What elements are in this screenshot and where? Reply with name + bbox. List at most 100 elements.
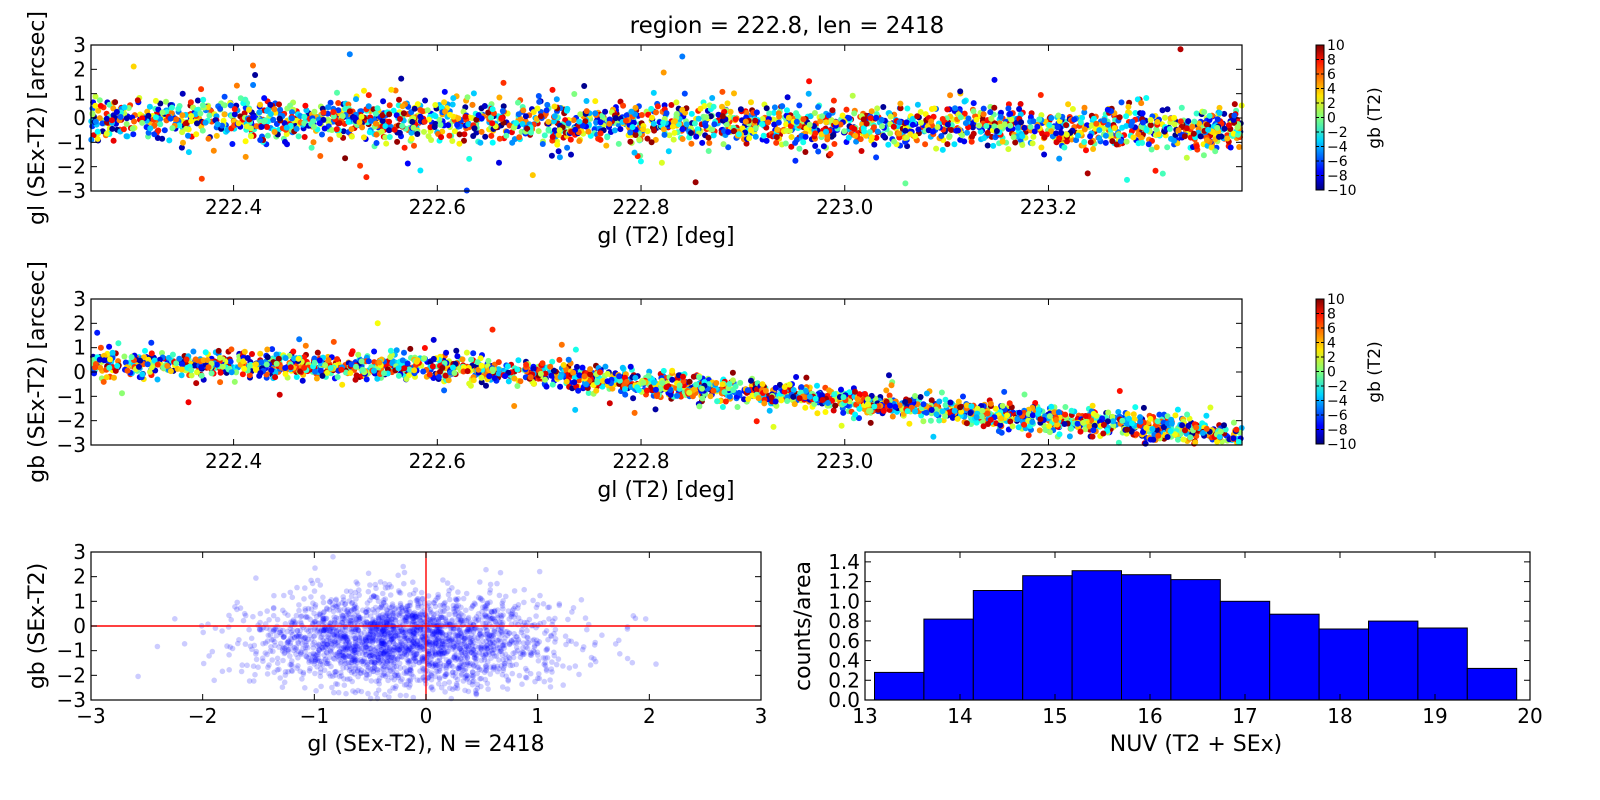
scatter-point (489, 120, 496, 127)
scatter-point (447, 111, 453, 118)
scatter-point (629, 124, 636, 131)
scatter-point (771, 109, 777, 116)
scatter-point (752, 133, 759, 140)
scatter-point (396, 129, 403, 136)
scatter-point (478, 362, 485, 369)
scatter-point (564, 105, 571, 112)
scatter-point (743, 110, 750, 116)
top-x-tick-label: 222.4 (205, 195, 262, 219)
scatter-point (482, 133, 489, 140)
scatter-point (169, 125, 176, 132)
scatter-point (549, 133, 556, 140)
scatter-point (237, 95, 244, 102)
scatter-point (371, 348, 378, 355)
scatter-point (632, 104, 639, 111)
scatter-point (270, 116, 277, 123)
scatter-point (887, 130, 894, 137)
scatter-point (1066, 433, 1073, 440)
scatter-point (831, 141, 838, 147)
scatter-point (1093, 120, 1100, 127)
scatter-point (1190, 130, 1197, 137)
scatter-point (1172, 412, 1179, 419)
scatter-point (790, 393, 797, 400)
scatter-point (818, 131, 825, 138)
scatter-point (1164, 144, 1171, 151)
scatter-point (519, 121, 526, 127)
scatter-point (312, 368, 318, 375)
scatter-point (852, 388, 858, 395)
scatter-point (241, 348, 248, 355)
scatter-point (246, 362, 253, 369)
scatter-point (363, 376, 370, 383)
scatter-point (1180, 436, 1187, 443)
scatter-point (541, 132, 548, 139)
scatter-point (496, 135, 503, 142)
scatter-point (1159, 170, 1166, 177)
scatter-point (1193, 110, 1200, 117)
scatter-point (450, 95, 457, 102)
scatter-point (301, 113, 308, 120)
scatter-point (727, 108, 734, 115)
scatter-point (1084, 170, 1091, 177)
scatter-point (522, 113, 529, 120)
scatter-point (145, 112, 152, 119)
scatter-point (445, 122, 452, 129)
scatter-point (302, 102, 309, 109)
scatter-point (760, 132, 767, 139)
scatter-point (453, 347, 460, 354)
scatter-point (470, 90, 477, 97)
scatter-point (253, 361, 259, 368)
scatter-point (556, 127, 563, 134)
scatter-point (824, 400, 831, 406)
scatter-point (194, 369, 200, 376)
top-colorbar-label: gb (T2) (1365, 87, 1385, 148)
scatter-point (463, 349, 470, 356)
scatter-point (861, 128, 868, 135)
scatter-point (295, 133, 302, 140)
scatter-point (427, 124, 434, 131)
scatter-point (691, 120, 698, 127)
scatter-point (485, 357, 492, 364)
scatter-point (185, 149, 192, 156)
scatter-point (119, 390, 125, 397)
scatter-point (890, 123, 897, 130)
scatter-point (258, 359, 265, 366)
scatter-point (194, 120, 200, 127)
middle-y-axis-label: gb (SEx-T2) [arcsec] (25, 261, 50, 483)
scatter-point (744, 387, 751, 394)
scatter-point (411, 367, 418, 374)
scatter-point (227, 358, 234, 365)
scatter-point (114, 362, 121, 369)
scatter-point (1116, 388, 1123, 394)
scatter-point (398, 75, 405, 82)
scatter-point (665, 148, 672, 155)
scatter-point (514, 383, 521, 389)
scatter-point (1077, 119, 1084, 126)
scatter-point (709, 95, 716, 101)
scatter-point (771, 121, 778, 128)
scatter-point (503, 132, 510, 139)
scatter-point (889, 413, 896, 420)
scatter-point (1204, 137, 1210, 144)
scatter-point (957, 114, 964, 121)
scatter-point (731, 128, 737, 134)
scatter-point (826, 387, 833, 394)
scatter-point (791, 401, 798, 408)
scatter-point (1115, 132, 1122, 139)
scatter-point (887, 402, 893, 409)
scatter-point (690, 373, 697, 380)
scatter-point (401, 144, 408, 151)
scatter-point (784, 398, 791, 404)
scatter-point (572, 126, 579, 133)
scatter-point (819, 113, 826, 120)
scatter-point (679, 126, 686, 133)
scatter-point (245, 106, 252, 113)
scatter-point (250, 82, 257, 88)
scatter-point (927, 417, 934, 424)
scatter-point (583, 381, 589, 388)
scatter-point (952, 105, 958, 112)
scatter-point (806, 393, 813, 400)
scatter-point (951, 141, 958, 148)
scatter-point (611, 127, 618, 134)
